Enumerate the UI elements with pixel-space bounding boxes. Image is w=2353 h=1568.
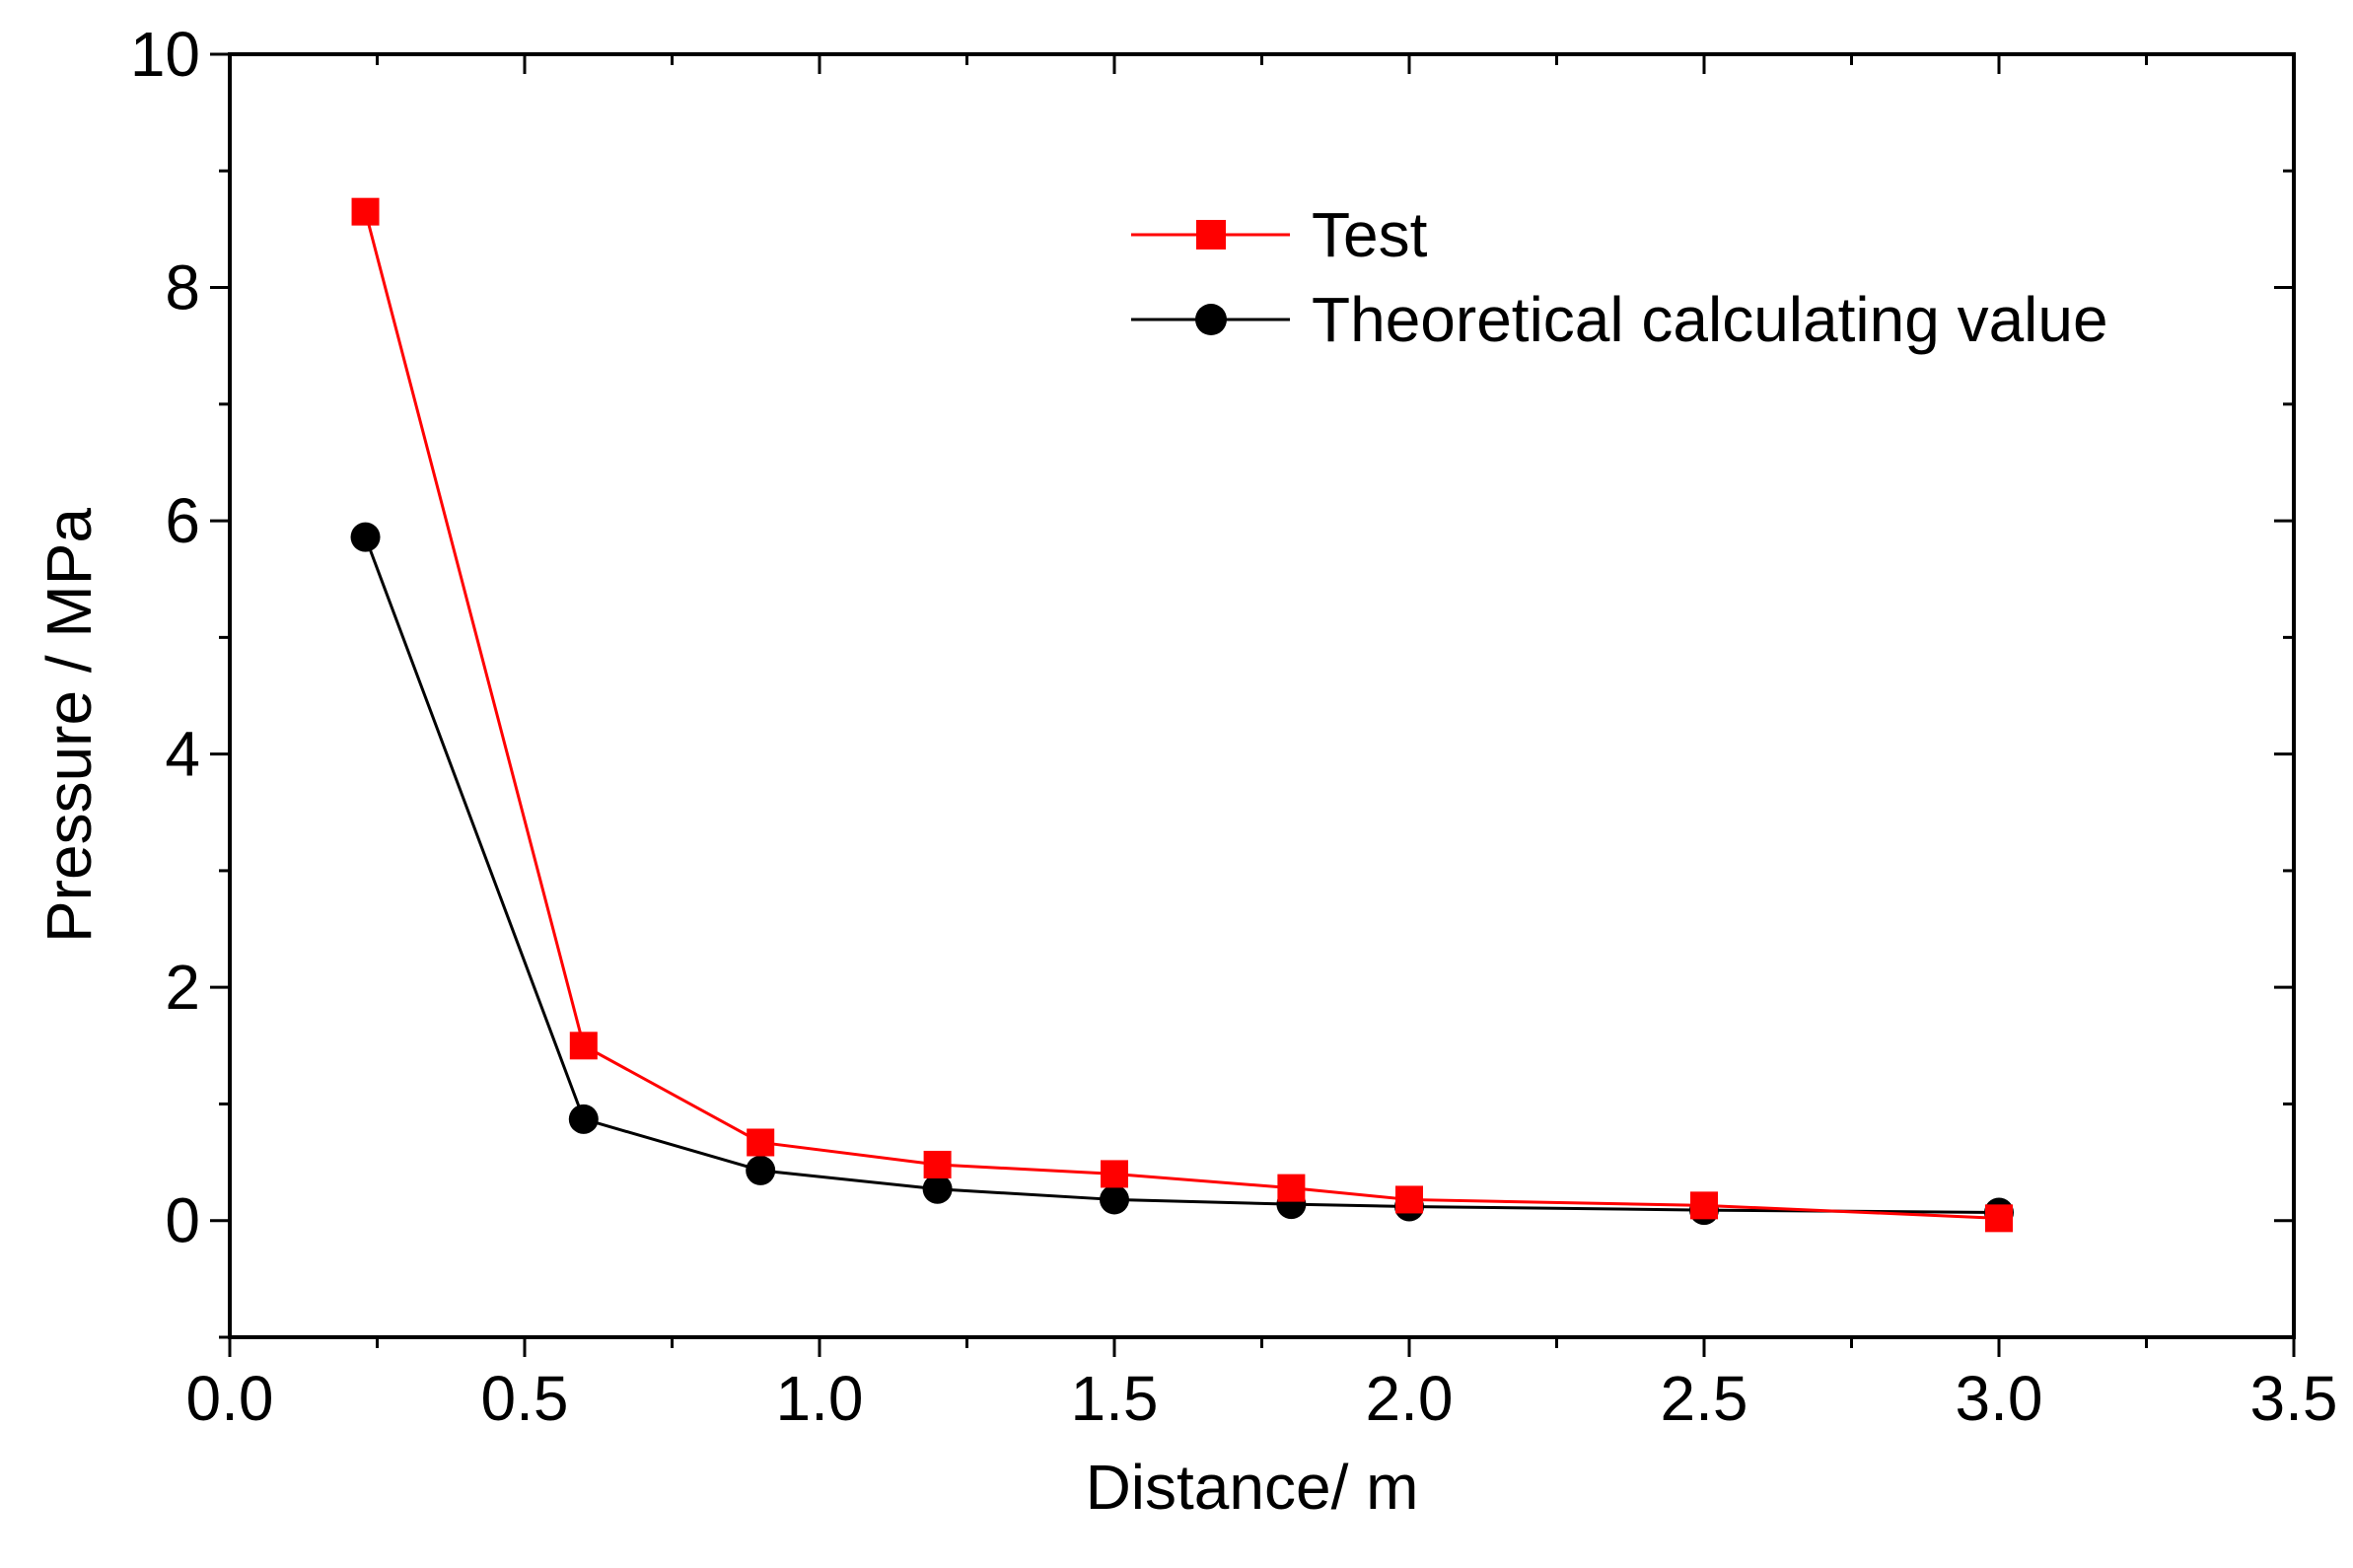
- x-tick-label: 0.5: [481, 1363, 569, 1434]
- x-tick-label: 2.5: [1661, 1363, 1748, 1434]
- data-point-theoretical: [1100, 1184, 1129, 1215]
- data-point-test: [1101, 1160, 1128, 1188]
- data-point-theoretical: [350, 522, 381, 552]
- axis-ticks: [210, 52, 2296, 1357]
- series-line: [364, 211, 2000, 1220]
- x-tick-label: 3.0: [1956, 1363, 2043, 1434]
- series-layer: [350, 197, 2014, 1233]
- data-point-theoretical: [746, 1155, 776, 1185]
- plot-frame: [228, 52, 2296, 1339]
- series-line: [364, 536, 2000, 1214]
- tick-labels: 0.0 0.5 1.0 1.5 2.0 2.5 3.0 3.5 0 2 4 6 8 10: [130, 19, 2338, 1434]
- legend-test-marker: [1196, 220, 1226, 249]
- legend-test-label: Test: [1312, 199, 1428, 270]
- y-axis-title: Pressure / MPa: [34, 508, 105, 943]
- data-point-test: [747, 1128, 775, 1157]
- y-tick-label: 4: [165, 719, 200, 790]
- x-axis-title: Distance/ m: [1086, 1452, 1419, 1523]
- data-point-theoretical: [568, 1104, 599, 1134]
- data-point-test: [1985, 1204, 2013, 1233]
- data-point-test: [1690, 1191, 1718, 1220]
- legend-theoretical-marker: [1195, 304, 1227, 335]
- x-tick-label: 1.5: [1071, 1363, 1159, 1434]
- x-tick-label: 1.0: [776, 1363, 864, 1434]
- data-point-test: [1395, 1185, 1423, 1214]
- y-tick-label: 6: [165, 485, 200, 556]
- data-point-theoretical: [922, 1174, 953, 1204]
- series-test: [351, 197, 2013, 1233]
- data-point-test: [1277, 1174, 1306, 1202]
- data-point-test: [923, 1150, 952, 1178]
- y-tick-label: 0: [165, 1185, 200, 1256]
- data-point-test: [351, 197, 380, 226]
- legend-theoretical-label: Theoretical calculating value: [1312, 284, 2108, 355]
- y-tick-label: 8: [165, 252, 200, 323]
- legend: Test Theoretical calculating value: [1131, 199, 2108, 355]
- series-theoretical: [350, 522, 2014, 1228]
- x-tick-label: 0.0: [186, 1363, 274, 1434]
- y-tick-label: 10: [130, 19, 200, 90]
- data-point-test: [569, 1032, 598, 1060]
- y-tick-label: 2: [165, 952, 200, 1023]
- x-tick-label: 3.5: [2250, 1363, 2338, 1434]
- x-tick-label: 2.0: [1366, 1363, 1454, 1434]
